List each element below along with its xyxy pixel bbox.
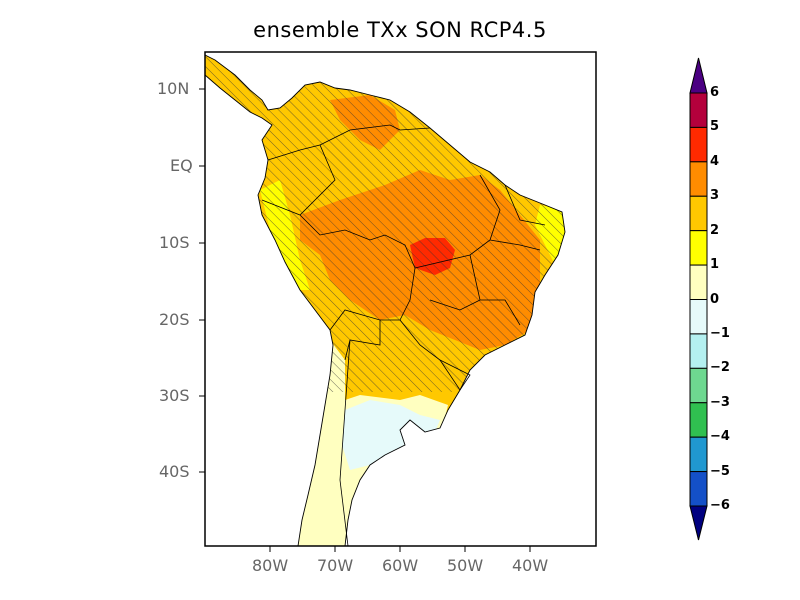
- field-neg1-0: [342, 400, 440, 470]
- lon-label: 60W: [382, 556, 419, 575]
- lon-label: 70W: [317, 556, 354, 575]
- map-title: ensemble TXx SON RCP4.5: [253, 18, 547, 42]
- colorbar-box: [689, 299, 708, 335]
- map-fields: [205, 54, 566, 546]
- lat-label: 10N: [157, 79, 190, 98]
- colorbar-label: 3: [710, 188, 720, 204]
- colorbar-box: [689, 230, 708, 266]
- colorbar-box: [689, 402, 708, 438]
- lat-label: 20S: [159, 310, 190, 329]
- lat-label: 30S: [159, 386, 190, 405]
- colorbar-label: −2: [710, 360, 730, 376]
- colorbar-arrow-bottom: [689, 505, 708, 541]
- colorbar-box: [689, 264, 708, 301]
- colorbar-label: 5: [710, 119, 720, 135]
- colorbar-box: [689, 367, 708, 404]
- colorbar-label: 2: [710, 222, 720, 238]
- colorbar-box: [689, 126, 708, 163]
- colorbar-box: [689, 333, 708, 369]
- colorbar-label: −3: [710, 394, 730, 410]
- lon-label: 40W: [512, 556, 549, 575]
- colorbar-box: [689, 161, 708, 197]
- colorbar-box: [689, 436, 708, 473]
- colorbar-arrow-top: [689, 57, 708, 94]
- colorbar-label: −4: [710, 429, 730, 445]
- lon-label: 80W: [252, 556, 289, 575]
- lat-label: 40S: [159, 462, 190, 481]
- colorbar-box: [689, 195, 708, 232]
- axis-ticks: [199, 88, 531, 552]
- colorbar-label: −1: [710, 325, 730, 341]
- colorbar-label: 6: [710, 85, 720, 100]
- colorbar-label: 4: [710, 153, 720, 169]
- colorbar-label: 1: [710, 257, 720, 273]
- lat-label: EQ: [170, 156, 193, 175]
- colorbar-box: [689, 92, 708, 128]
- colorbar-box: [689, 471, 708, 507]
- colorbar-label: 0: [710, 291, 720, 307]
- country-borders: [261, 124, 546, 546]
- colorbar-label: −5: [710, 463, 730, 479]
- lat-label: 10S: [159, 233, 190, 252]
- colorbar: [689, 57, 708, 541]
- lon-label: 50W: [447, 556, 484, 575]
- colorbar-label: −6: [710, 498, 730, 513]
